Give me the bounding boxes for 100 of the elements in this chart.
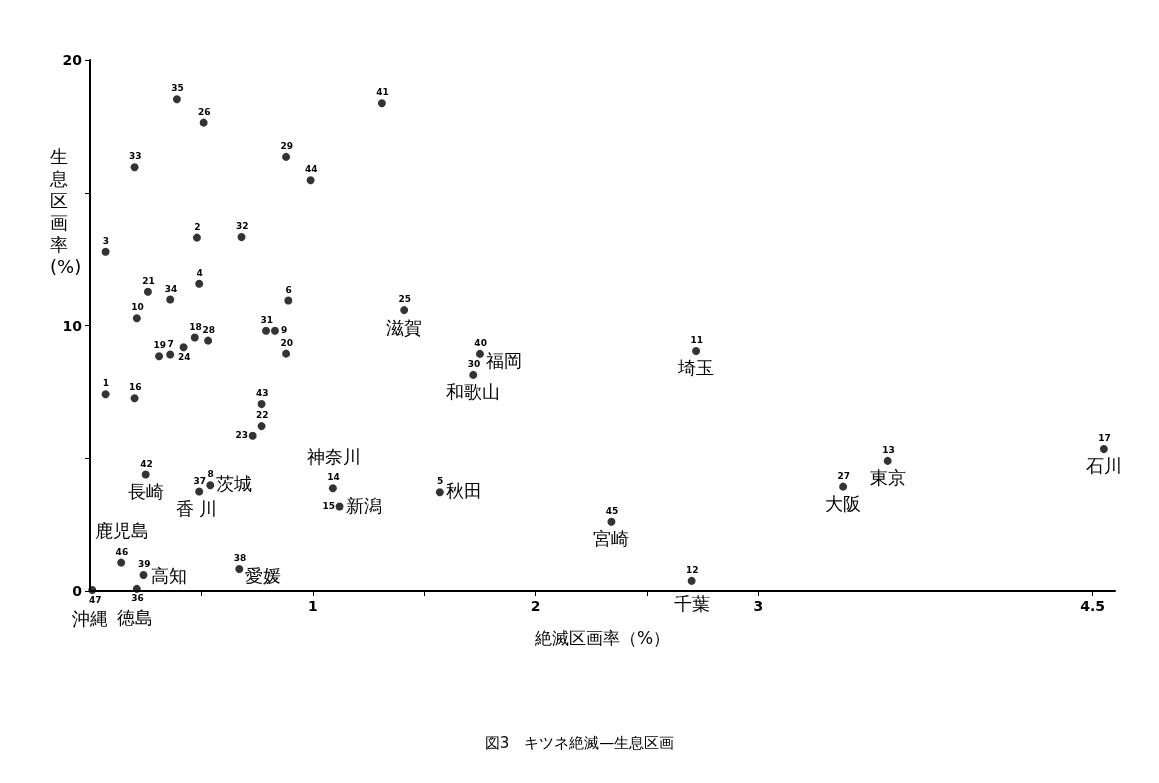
x-axis-title: 絶滅区画率（%） bbox=[533, 627, 671, 648]
point bbox=[607, 517, 616, 526]
caption: 図3 キツネ絶滅—生息区画 bbox=[484, 733, 675, 752]
point bbox=[192, 233, 201, 242]
point bbox=[475, 349, 484, 358]
annotation: 2 bbox=[194, 221, 201, 232]
point bbox=[237, 233, 246, 242]
annotation: 39 bbox=[137, 559, 151, 570]
annotation: 7 bbox=[167, 338, 174, 349]
annotation: 35 bbox=[171, 83, 184, 94]
annotation: 40 bbox=[474, 338, 487, 349]
annotation: 32 bbox=[235, 221, 249, 232]
point bbox=[235, 564, 244, 573]
point bbox=[101, 390, 110, 399]
annotation: 4 bbox=[196, 267, 203, 278]
point bbox=[139, 571, 148, 580]
annotation: 埼玉 bbox=[677, 357, 715, 379]
y-tick-label: 0 bbox=[72, 583, 83, 599]
annotation: 41 bbox=[376, 87, 389, 98]
annotation: 8 bbox=[207, 469, 214, 480]
point bbox=[328, 484, 337, 493]
annotation: 20 bbox=[280, 337, 294, 348]
annotation: 9 bbox=[280, 325, 288, 336]
annotation: 45 bbox=[605, 505, 619, 516]
point bbox=[270, 326, 279, 335]
annotation: 28 bbox=[202, 324, 216, 335]
annotation: 34 bbox=[164, 283, 178, 294]
annotation: 1 bbox=[102, 378, 110, 389]
point bbox=[284, 296, 293, 305]
point bbox=[179, 343, 188, 352]
point bbox=[101, 247, 110, 256]
annotation: 17 bbox=[1098, 433, 1111, 444]
point bbox=[377, 99, 386, 108]
annotation: 沖縄 bbox=[72, 607, 109, 629]
point bbox=[204, 336, 213, 345]
annotation: 23 bbox=[235, 430, 249, 441]
point bbox=[257, 422, 266, 431]
annotation: 11 bbox=[690, 335, 704, 346]
annotation: 福岡 bbox=[485, 350, 522, 372]
annotation: 38 bbox=[233, 553, 247, 564]
point bbox=[117, 558, 126, 567]
annotation: 5 bbox=[437, 476, 444, 487]
annotation: 22 bbox=[256, 410, 269, 421]
point bbox=[687, 576, 696, 585]
point bbox=[141, 470, 150, 479]
annotation: 18 bbox=[189, 321, 202, 332]
annotation: 長崎 bbox=[127, 480, 164, 502]
point bbox=[195, 279, 204, 288]
annotation: 高知 bbox=[151, 564, 188, 586]
annotation: 25 bbox=[398, 294, 412, 305]
point bbox=[199, 118, 208, 127]
annotation: 3 bbox=[102, 235, 110, 246]
point bbox=[257, 400, 266, 409]
annotation: 44 bbox=[305, 164, 318, 175]
annotation: 31 bbox=[260, 314, 273, 325]
annotation: 27 bbox=[837, 470, 851, 481]
annotation: 宮崎 bbox=[593, 528, 630, 550]
annotation: 42 bbox=[140, 458, 153, 469]
point bbox=[306, 176, 315, 185]
point bbox=[166, 350, 175, 359]
annotation: 千葉 bbox=[673, 593, 710, 615]
annotation: 和歌山 bbox=[446, 381, 501, 403]
point bbox=[883, 456, 892, 465]
annotation: 16 bbox=[128, 382, 142, 393]
point bbox=[130, 163, 139, 172]
y-tick-label: 10 bbox=[62, 317, 83, 334]
annotation: 神奈川 bbox=[306, 446, 361, 468]
annotation: 47 bbox=[89, 595, 102, 606]
annotation: 30 bbox=[467, 359, 481, 370]
point bbox=[132, 314, 141, 323]
point bbox=[435, 488, 444, 497]
point bbox=[143, 287, 152, 296]
annotation: 46 bbox=[115, 546, 129, 557]
point bbox=[262, 326, 271, 335]
annotation: 21 bbox=[142, 275, 155, 286]
annotation: 10 bbox=[131, 302, 144, 313]
point bbox=[282, 152, 291, 161]
annotation: 6 bbox=[285, 284, 292, 295]
annotation: 徳島 bbox=[116, 606, 153, 628]
point bbox=[248, 431, 257, 440]
point bbox=[172, 95, 181, 104]
annotation: 37 bbox=[193, 475, 207, 486]
annotation: 愛媛 bbox=[245, 565, 282, 587]
x-tick-label: 3 bbox=[753, 598, 764, 614]
annotation: 13 bbox=[882, 445, 895, 456]
annotation: 24 bbox=[178, 351, 191, 362]
point bbox=[1099, 444, 1108, 453]
x-tick-label: 2 bbox=[530, 598, 541, 614]
annotation: 19 bbox=[153, 340, 167, 351]
point bbox=[166, 295, 175, 304]
annotation: 36 bbox=[131, 593, 144, 604]
point bbox=[282, 349, 291, 358]
annotation: 29 bbox=[280, 141, 294, 152]
annotation: 鹿児島 bbox=[95, 520, 150, 542]
annotation: 香 川 bbox=[175, 497, 218, 519]
annotation: 14 bbox=[327, 472, 340, 483]
point bbox=[130, 394, 139, 403]
annotation: 43 bbox=[256, 388, 269, 399]
point bbox=[155, 352, 164, 361]
point bbox=[88, 585, 97, 594]
